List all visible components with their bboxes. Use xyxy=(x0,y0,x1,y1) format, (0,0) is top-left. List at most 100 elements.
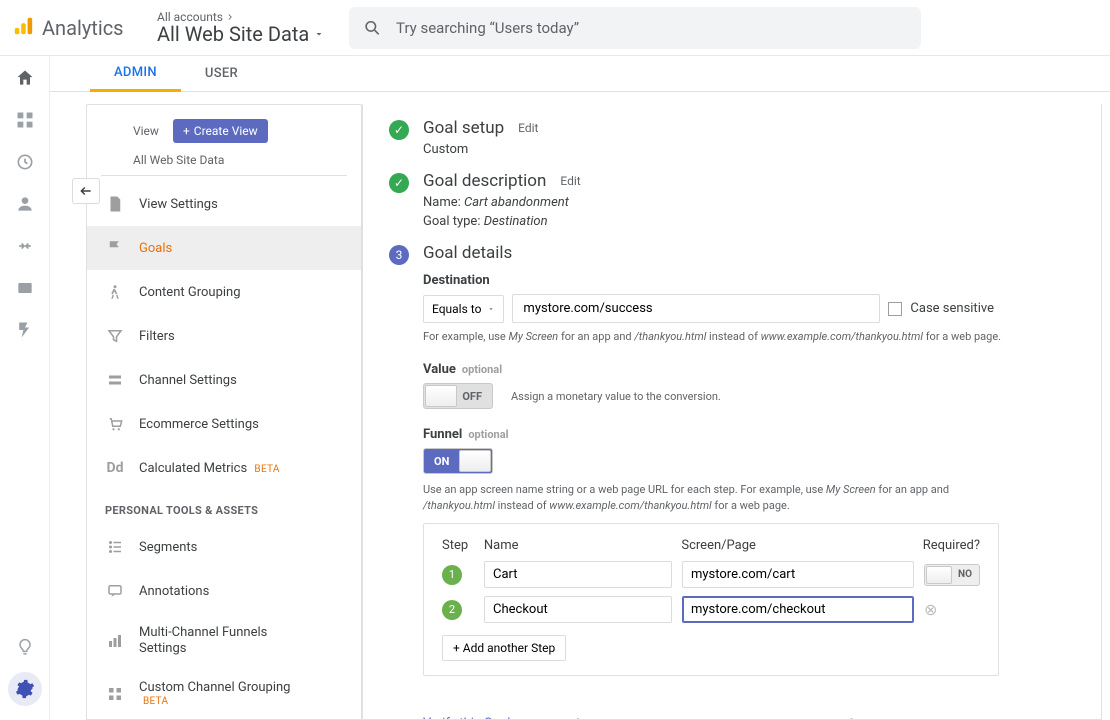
chevron-right-icon xyxy=(225,12,235,22)
verify-row: Verify this Goal See how often this Goal… xyxy=(423,716,1101,720)
rail-discover[interactable] xyxy=(0,638,49,658)
destination-hint: For example, use My Screen for an app an… xyxy=(423,329,1075,344)
rail-behavior[interactable] xyxy=(0,278,49,298)
back-button[interactable] xyxy=(72,178,100,204)
main-panel: ✓ Goal setup Edit Custom ✓ Goal descript… xyxy=(362,104,1102,720)
step-1: ✓ Goal setup Edit Custom xyxy=(363,118,1101,167)
match-type-dropdown[interactable]: Equals to xyxy=(423,295,504,323)
step-name-input[interactable] xyxy=(484,596,672,623)
rail-audience[interactable] xyxy=(0,194,49,214)
current-view-name[interactable]: All Web Site Data xyxy=(87,153,361,175)
nav-channel-settings[interactable]: Channel Settings xyxy=(87,358,361,402)
nav-label: Channel Settings xyxy=(139,373,237,388)
funnel-step-row: 2 ⊗ xyxy=(442,596,980,623)
rail-home[interactable] xyxy=(0,68,49,88)
rail-admin[interactable] xyxy=(8,672,42,706)
bars-icon xyxy=(105,631,125,651)
funnel-steps-table: Step Name Screen/Page Required? 1 2 ⊗ xyxy=(423,523,999,676)
create-view-label: Create View xyxy=(194,124,258,138)
remove-step-icon[interactable]: ⊗ xyxy=(924,600,937,619)
col-required: Required? xyxy=(923,538,980,553)
analytics-logo-icon xyxy=(12,15,34,41)
flag-icon xyxy=(105,238,125,258)
create-view-button[interactable]: + Create View xyxy=(173,119,268,143)
nav-label: Content Grouping xyxy=(139,285,241,300)
destination-label: Destination xyxy=(423,273,1075,288)
case-sensitive-label: Case sensitive xyxy=(910,301,994,316)
step-2: ✓ Goal description Edit Name: Cart aband… xyxy=(363,171,1101,239)
col-step: Step xyxy=(442,538,474,553)
nav-goals[interactable]: Goals xyxy=(87,226,361,270)
funnel-table-header: Step Name Screen/Page Required? xyxy=(442,538,980,553)
nav-label: Ecommerce Settings xyxy=(139,417,259,432)
view-selector-row: View + Create View xyxy=(87,119,361,153)
required-toggle[interactable] xyxy=(924,564,980,586)
nav-label: Segments xyxy=(139,540,197,555)
step2-edit[interactable]: Edit xyxy=(560,174,580,188)
nav-multichannel-funnels[interactable]: Multi-Channel FunnelsSettings xyxy=(87,613,361,668)
col-page: Screen/Page xyxy=(681,538,912,553)
destination-row: Equals to Case sensitive xyxy=(423,294,1075,323)
step-page-input[interactable] xyxy=(682,596,914,623)
funnel-step-row: 1 xyxy=(442,561,980,588)
channel-icon xyxy=(105,370,125,390)
filter-icon xyxy=(105,326,125,346)
funnel-label: Funneloptional xyxy=(423,427,1075,442)
nav-label: Calculated Metrics BETA xyxy=(139,461,280,476)
verify-goal-link[interactable]: Verify this Goal xyxy=(423,716,510,720)
grouping-icon xyxy=(105,684,125,704)
rail-conversions[interactable] xyxy=(0,320,49,340)
nav-content-grouping[interactable]: Content Grouping xyxy=(87,270,361,314)
nav-calculated-metrics[interactable]: Dd Calculated Metrics BETA xyxy=(87,446,361,490)
step3-title: Goal details xyxy=(423,243,512,263)
step3-badge: 3 xyxy=(389,245,409,265)
search-bar[interactable] xyxy=(349,7,921,49)
nav-view-settings[interactable]: View Settings xyxy=(87,182,361,226)
segments-icon xyxy=(105,537,125,557)
tab-user[interactable]: USER xyxy=(181,56,262,92)
account-selector[interactable]: All accounts All Web Site Data xyxy=(157,10,325,46)
nav-label: Goals xyxy=(139,241,172,256)
nav-label: Annotations xyxy=(139,584,209,599)
nav-ecommerce-settings[interactable]: Ecommerce Settings xyxy=(87,402,361,446)
nav-filters[interactable]: Filters xyxy=(87,314,361,358)
step-number-badge: 1 xyxy=(442,565,462,585)
dd-icon: Dd xyxy=(105,458,125,478)
step2-name: Name: Cart abandonment xyxy=(423,195,1075,210)
value-toggle[interactable] xyxy=(423,383,493,409)
rail-acquisition[interactable] xyxy=(0,236,49,256)
nav-annotations[interactable]: Annotations xyxy=(87,569,361,613)
nav-custom-channel-grouping[interactable]: Custom Channel GroupingBETA xyxy=(87,668,361,720)
nav-segments[interactable]: Segments xyxy=(87,525,361,569)
person-walk-icon xyxy=(105,282,125,302)
tabs-row: ADMIN USER xyxy=(50,56,1110,92)
funnel-toggle[interactable] xyxy=(423,448,493,474)
cart-icon xyxy=(105,414,125,434)
view-label: View xyxy=(133,124,159,138)
step2-type: Goal type: Destination xyxy=(423,214,1075,229)
step-3: 3 Goal details Destination Equals to Cas… xyxy=(363,243,1101,686)
value-hint: Assign a monetary value to the conversio… xyxy=(511,390,721,403)
brand-name: Analytics xyxy=(42,16,124,40)
breadcrumb-main-text: All Web Site Data xyxy=(157,22,309,46)
step2-title: Goal description xyxy=(423,171,546,191)
step-page-input[interactable] xyxy=(682,561,914,588)
admin-nav-card: View + Create View All Web Site Data Vie… xyxy=(86,104,362,720)
personal-section-title: PERSONAL TOOLS & ASSETS xyxy=(87,490,361,525)
case-sensitive-checkbox[interactable]: Case sensitive xyxy=(888,301,994,316)
add-step-button[interactable]: + Add another Step xyxy=(442,635,566,661)
rail-customization[interactable] xyxy=(0,110,49,130)
rail-realtime[interactable] xyxy=(0,152,49,172)
destination-input[interactable] xyxy=(512,294,880,323)
plus-icon: + xyxy=(183,124,190,138)
caret-down-icon xyxy=(313,28,325,40)
tab-admin[interactable]: ADMIN xyxy=(90,56,181,92)
value-label: Valueoptional xyxy=(423,362,1075,377)
step1-edit[interactable]: Edit xyxy=(518,121,538,135)
step1-title: Goal setup xyxy=(423,118,504,138)
breadcrumb-main: All Web Site Data xyxy=(157,22,325,46)
step-name-input[interactable] xyxy=(484,561,672,588)
left-icon-rail xyxy=(0,56,50,720)
arrow-left-icon xyxy=(78,184,94,198)
search-input[interactable] xyxy=(396,19,907,37)
